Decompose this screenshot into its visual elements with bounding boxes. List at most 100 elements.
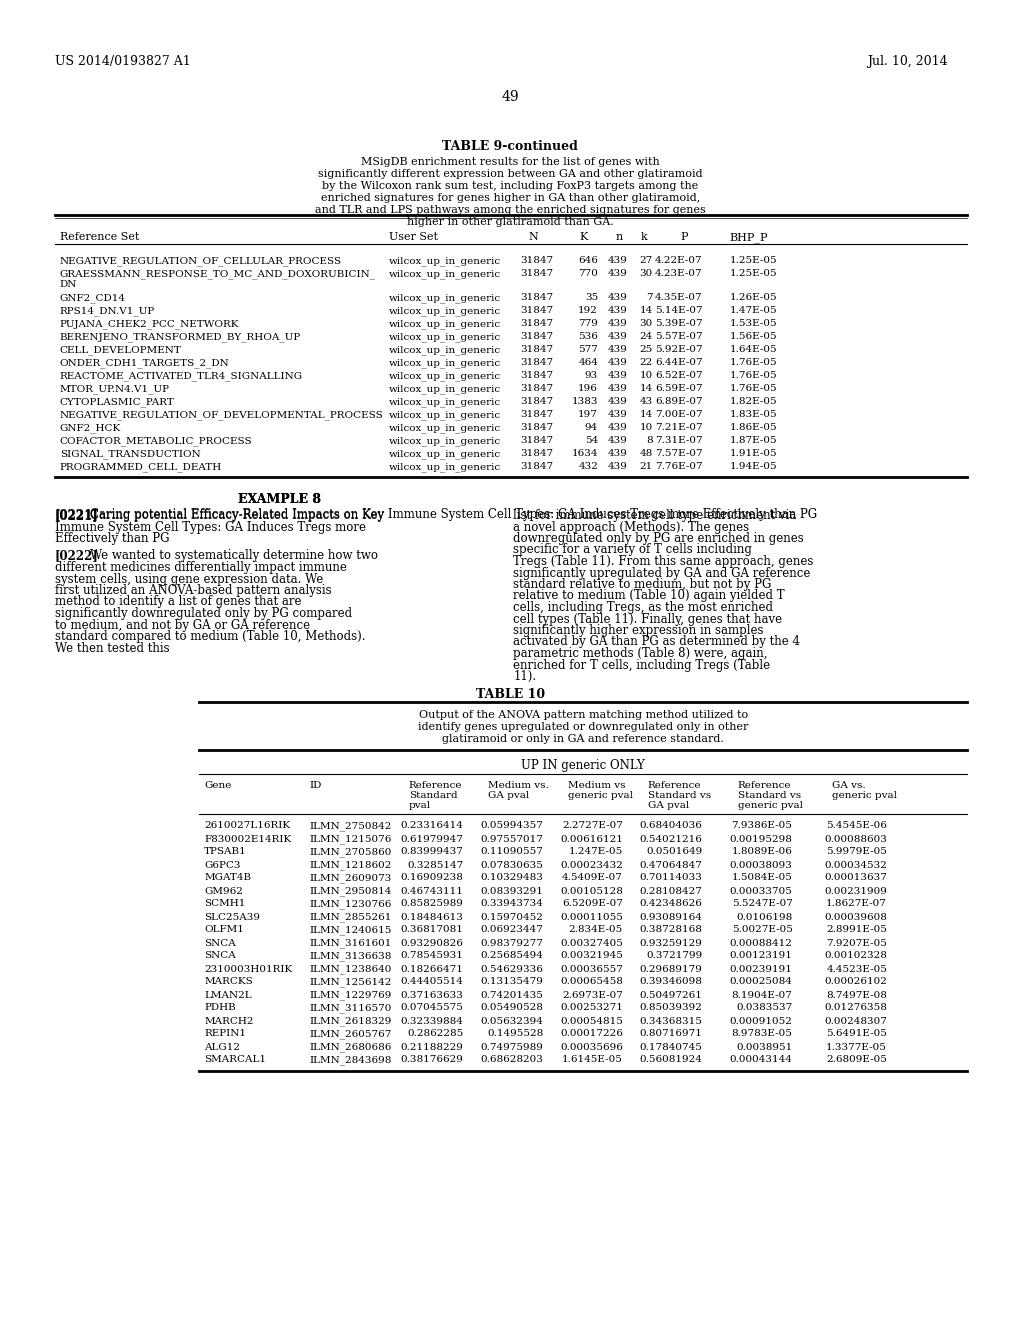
Text: 4.22E-07: 4.22E-07 (655, 256, 702, 265)
Text: 31847: 31847 (520, 449, 553, 458)
Text: 0.85039392: 0.85039392 (640, 1003, 702, 1012)
Text: US 2014/0193827 A1: US 2014/0193827 A1 (55, 55, 190, 69)
Text: 0.97557017: 0.97557017 (480, 834, 544, 843)
Text: GA pval: GA pval (648, 801, 689, 810)
Text: TPSAB1: TPSAB1 (205, 847, 247, 857)
Text: N: N (528, 232, 539, 242)
Text: 14: 14 (640, 384, 653, 393)
Text: 0.11090557: 0.11090557 (480, 847, 544, 857)
Text: 7: 7 (646, 293, 653, 302)
Text: 1.94E-05: 1.94E-05 (730, 462, 777, 471)
Text: ALG12: ALG12 (205, 1043, 241, 1052)
Text: 30: 30 (640, 269, 653, 279)
Text: 439: 439 (608, 449, 628, 458)
Text: significantly different expression between GA and other glatiramoid: significantly different expression betwe… (318, 169, 702, 180)
Text: 7.00E-07: 7.00E-07 (655, 411, 702, 418)
Text: 1.3377E-05: 1.3377E-05 (826, 1043, 887, 1052)
Text: 0.00025084: 0.00025084 (729, 978, 793, 986)
Text: 0.93290826: 0.93290826 (400, 939, 464, 948)
Text: 31847: 31847 (520, 422, 553, 432)
Text: 1.247E-05: 1.247E-05 (568, 847, 623, 857)
Text: DN: DN (59, 280, 77, 289)
Text: 4.4523E-05: 4.4523E-05 (826, 965, 887, 974)
Text: MTOR_UP.N4.V1_UP: MTOR_UP.N4.V1_UP (59, 384, 170, 393)
Text: 94: 94 (585, 422, 598, 432)
Text: 1.6145E-05: 1.6145E-05 (562, 1056, 623, 1064)
Text: 6.89E-07: 6.89E-07 (655, 397, 702, 407)
Text: system cells, using gene expression data. We: system cells, using gene expression data… (55, 573, 324, 586)
Text: wilcox_up_in_generic: wilcox_up_in_generic (389, 306, 501, 315)
Text: 0.33943734: 0.33943734 (480, 899, 544, 908)
Text: 31847: 31847 (520, 256, 553, 265)
Text: 439: 439 (608, 358, 628, 367)
Text: 439: 439 (608, 319, 628, 327)
Text: 779: 779 (579, 319, 598, 327)
Text: 6.44E-07: 6.44E-07 (655, 358, 702, 367)
Text: 5.0027E-05: 5.0027E-05 (731, 925, 793, 935)
Text: a novel approach (Methods). The genes: a novel approach (Methods). The genes (513, 520, 750, 533)
Text: 5.6491E-05: 5.6491E-05 (826, 1030, 887, 1039)
Text: [0222]: [0222] (55, 549, 98, 562)
Text: SLC25A39: SLC25A39 (205, 912, 260, 921)
Text: 1.25E-05: 1.25E-05 (730, 256, 777, 265)
Text: ILMN_2605767: ILMN_2605767 (309, 1030, 391, 1039)
Text: 31847: 31847 (520, 436, 553, 445)
Text: 31847: 31847 (520, 358, 553, 367)
Text: 439: 439 (608, 411, 628, 418)
Text: ILMN_2618329: ILMN_2618329 (309, 1016, 391, 1026)
Text: UP IN generic ONLY: UP IN generic ONLY (521, 759, 645, 772)
Text: 1.25E-05: 1.25E-05 (730, 269, 777, 279)
Text: 2310003H01RIK: 2310003H01RIK (205, 965, 293, 974)
Text: 1.76E-05: 1.76E-05 (730, 384, 777, 393)
Text: 0.18484613: 0.18484613 (400, 912, 464, 921)
Text: 31847: 31847 (520, 384, 553, 393)
Text: 0.05994357: 0.05994357 (480, 821, 544, 830)
Text: ILMN_3116570: ILMN_3116570 (309, 1003, 391, 1014)
Text: 0.15970452: 0.15970452 (480, 912, 544, 921)
Text: 1.83E-05: 1.83E-05 (730, 411, 777, 418)
Text: 0.42348626: 0.42348626 (640, 899, 702, 908)
Text: Jul. 10, 2014: Jul. 10, 2014 (867, 55, 948, 69)
Text: Reference: Reference (648, 781, 701, 791)
Text: 31847: 31847 (520, 462, 553, 471)
Text: SNCA: SNCA (205, 939, 237, 948)
Text: Caring potential Efficacy-Related Impacts on Key: Caring potential Efficacy-Related Impact… (90, 510, 384, 521)
Text: 0.00017226: 0.00017226 (560, 1030, 623, 1039)
Text: 0.00239191: 0.00239191 (729, 965, 793, 974)
Text: generic pval: generic pval (737, 801, 803, 810)
Text: n: n (615, 232, 623, 242)
Text: ILMN_1256142: ILMN_1256142 (309, 978, 391, 987)
Text: 0.0038951: 0.0038951 (736, 1043, 793, 1052)
Text: 31847: 31847 (520, 411, 553, 418)
Text: 8: 8 (646, 436, 653, 445)
Text: 0.00038093: 0.00038093 (729, 861, 793, 870)
Text: glatiramoid or only in GA and reference standard.: glatiramoid or only in GA and reference … (442, 734, 724, 743)
Text: MARCH2: MARCH2 (205, 1016, 254, 1026)
Text: BHP_P: BHP_P (729, 232, 768, 243)
Text: 0.39346098: 0.39346098 (640, 978, 702, 986)
Text: OLFM1: OLFM1 (205, 925, 244, 935)
Text: 7.76E-07: 7.76E-07 (655, 462, 702, 471)
Text: wilcox_up_in_generic: wilcox_up_in_generic (389, 422, 501, 433)
Text: REPIN1: REPIN1 (205, 1030, 247, 1039)
Text: BERENJENO_TRANSFORMED_BY_RHOA_UP: BERENJENO_TRANSFORMED_BY_RHOA_UP (59, 333, 301, 342)
Text: 1.82E-05: 1.82E-05 (730, 397, 777, 407)
Text: 1.76E-05: 1.76E-05 (730, 371, 777, 380)
Text: 43: 43 (640, 397, 653, 407)
Text: 0.00035696: 0.00035696 (560, 1043, 623, 1052)
Text: Reference: Reference (737, 781, 792, 791)
Text: 1.8627E-07: 1.8627E-07 (826, 899, 887, 908)
Text: 31847: 31847 (520, 319, 553, 327)
Text: 1.47E-05: 1.47E-05 (730, 306, 777, 315)
Text: 646: 646 (579, 256, 598, 265)
Text: significantly higher expression in samples: significantly higher expression in sampl… (513, 624, 764, 638)
Text: We wanted to systematically determine how two: We wanted to systematically determine ho… (90, 549, 378, 562)
Text: Reference Set: Reference Set (59, 232, 139, 242)
Text: 1634: 1634 (571, 449, 598, 458)
Text: 0.00248307: 0.00248307 (824, 1016, 887, 1026)
Text: wilcox_up_in_generic: wilcox_up_in_generic (389, 293, 501, 302)
Text: 5.39E-07: 5.39E-07 (655, 319, 702, 327)
Text: Immune System Cell Types: GA Induces Tregs more: Immune System Cell Types: GA Induces Tre… (55, 520, 366, 533)
Text: 0.17840745: 0.17840745 (640, 1043, 702, 1052)
Text: 0.21188229: 0.21188229 (400, 1043, 464, 1052)
